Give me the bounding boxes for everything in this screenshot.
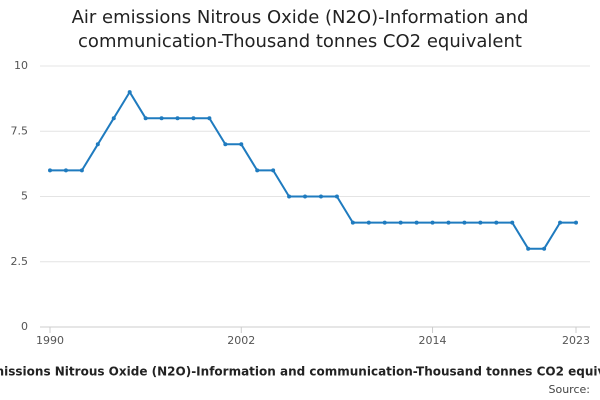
point (398, 220, 403, 225)
point (79, 168, 84, 173)
point (526, 246, 531, 251)
point (303, 194, 308, 199)
point (478, 220, 483, 225)
point (175, 116, 180, 121)
y-tick-label: 5 (21, 190, 28, 203)
y-tick-label: 10 (14, 59, 28, 72)
x-tick-label: 2023 (562, 334, 590, 347)
x-tick-label: 1990 (36, 334, 64, 347)
point (48, 168, 52, 173)
point (127, 90, 132, 95)
point (334, 194, 339, 199)
point (382, 220, 387, 225)
point (159, 116, 164, 121)
point (366, 220, 371, 225)
point (574, 220, 578, 225)
point (287, 194, 292, 199)
point (350, 220, 355, 225)
point (207, 116, 212, 121)
point (63, 168, 68, 173)
x-tick-label: 2014 (419, 334, 447, 347)
y-tick-label: 2.5 (11, 255, 29, 268)
point (558, 220, 563, 225)
point (239, 142, 244, 147)
y-tick-label: 7.5 (11, 124, 29, 137)
point (494, 220, 499, 225)
point (462, 220, 467, 225)
point (111, 116, 116, 121)
point (414, 220, 419, 225)
point (510, 220, 515, 225)
x-axis-label: Air emissions Nitrous Oxide (N2O)-Inform… (0, 365, 600, 379)
x-tick-label: 2002 (227, 334, 255, 347)
point (95, 142, 100, 147)
chart-title: Air emissions Nitrous Oxide (N2O)-Inform… (71, 7, 529, 52)
source: Source: (549, 383, 591, 396)
line (50, 90, 576, 250)
point (430, 220, 435, 225)
point (446, 220, 451, 225)
point (542, 246, 547, 251)
point (143, 116, 148, 121)
point (271, 168, 276, 173)
point (255, 168, 260, 173)
y-tick-label: 0 (21, 320, 28, 333)
point (318, 194, 323, 199)
point (191, 116, 196, 121)
point (223, 142, 228, 147)
